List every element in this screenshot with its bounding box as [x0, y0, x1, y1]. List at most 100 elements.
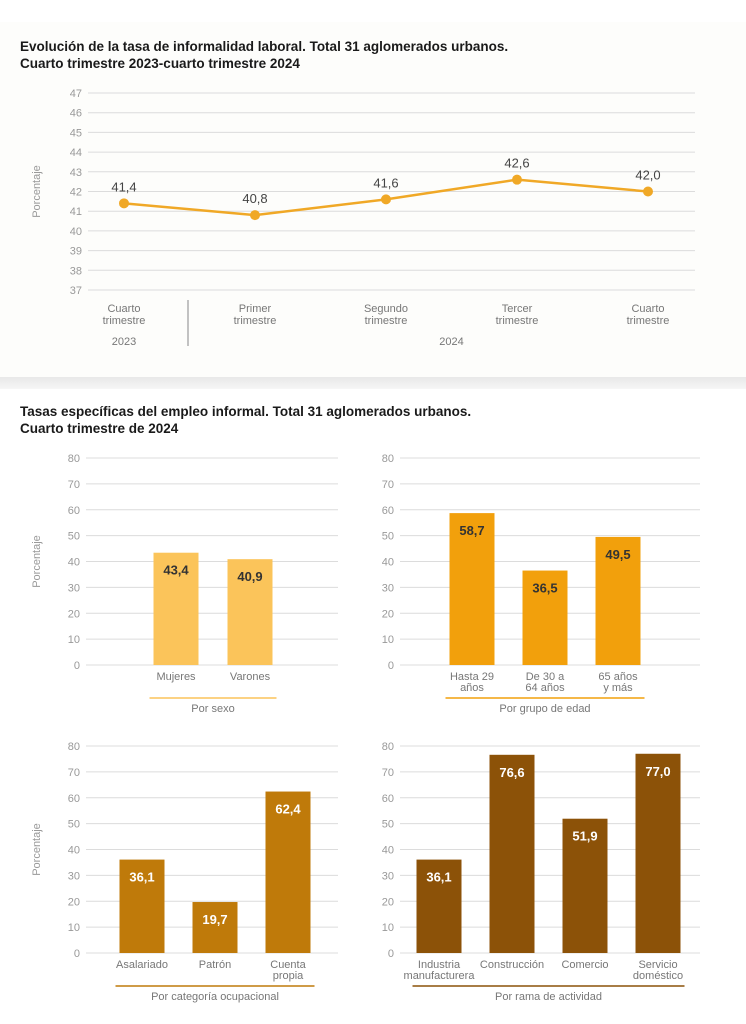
data-point	[512, 174, 522, 185]
bar	[153, 552, 199, 665]
bar-value-label: 36,1	[129, 870, 154, 885]
y-tick-label: 40	[382, 845, 394, 857]
y-tick-label: 10	[68, 922, 80, 934]
y-tick-label: 80	[68, 741, 80, 753]
x-tick-label: Cuenta	[270, 959, 306, 971]
x-tick-label: Construcción	[480, 959, 544, 971]
line-chart-subtitle: Cuarto trimestre 2023-cuarto trimestre 2…	[20, 56, 300, 71]
x-tick-label: propia	[273, 970, 304, 982]
y-tick-label: 50	[382, 531, 394, 543]
x-tick-label: trimestre	[365, 315, 408, 327]
y-axis-label: Porcentaje	[31, 535, 43, 588]
x-tick-label: trimestre	[496, 315, 539, 327]
y-tick-label: 20	[382, 896, 394, 908]
x-tick-label: De 30 a	[526, 671, 565, 683]
x-tick-label: y más	[603, 682, 633, 694]
data-label: 41,4	[111, 179, 136, 194]
y-tick-label: 44	[70, 147, 82, 159]
y-axis-label: Porcentaje	[31, 823, 43, 876]
y-tick-label: 43	[70, 167, 82, 179]
data-point	[381, 194, 391, 205]
y-tick-label: 20	[68, 896, 80, 908]
y-tick-label: 0	[388, 948, 394, 960]
data-label: 41,6	[373, 175, 398, 190]
line-chart-title: Evolución de la tasa de informalidad lab…	[20, 39, 509, 54]
bar-value-label: 36,1	[426, 870, 451, 885]
data-point	[643, 186, 653, 197]
y-tick-label: 37	[70, 285, 82, 297]
y-tick-label: 70	[382, 479, 394, 491]
data-point	[119, 198, 129, 209]
x-group-label: Por rama de actividad	[495, 991, 602, 1003]
y-tick-label: 10	[382, 634, 394, 646]
y-tick-label: 50	[382, 819, 394, 831]
bar	[489, 754, 535, 953]
x-tick-label: Asalariado	[116, 959, 168, 971]
y-tick-label: 10	[68, 634, 80, 646]
bar-value-label: 51,9	[572, 829, 597, 844]
x-tick-label: trimestre	[103, 315, 146, 327]
line-chart: 37 38 39 40 41 42 43 44 45 46 47 Porcentaje 41,4 40,8…	[31, 88, 695, 348]
x-tick-label: trimestre	[627, 315, 670, 327]
bar-section-title-block: Tasas específicas del empleo informal. T…	[20, 403, 471, 437]
bar	[595, 536, 641, 665]
y-tick-label: 70	[68, 479, 80, 491]
x-group-label: Por grupo de edad	[499, 703, 590, 715]
y-tick-label: 20	[68, 608, 80, 620]
y-tick-label: 30	[68, 870, 80, 882]
x-group-label: 2023	[112, 336, 136, 348]
bar	[416, 859, 462, 953]
data-label: 42,6	[504, 156, 529, 171]
bar	[449, 513, 495, 665]
bar-chart-rama: 0 10 20 30 40 50 60 70 80 36,1 Industriamanufactur…	[382, 741, 700, 1003]
y-tick-label: 80	[382, 741, 394, 753]
y-tick-label: 40	[382, 557, 394, 569]
data-label: 42,0	[635, 168, 660, 183]
y-tick-label: 80	[382, 453, 394, 465]
bar-section-subtitle: Cuarto trimestre de 2024	[20, 421, 179, 436]
bar-value-label: 58,7	[459, 523, 484, 538]
x-tick-label: Mujeres	[156, 671, 196, 683]
y-axis-label: Porcentaje	[31, 165, 43, 218]
y-tick-label: 30	[68, 582, 80, 594]
y-tick-label: 80	[68, 453, 80, 465]
bar-chart-categoria: 0 10 20 30 40 50 60 70 80 Porcentaje 36,1 Asalariad…	[31, 741, 338, 1003]
bar-value-label: 19,7	[202, 912, 227, 927]
x-group-label: Por sexo	[191, 703, 234, 715]
y-tick-label: 40	[68, 845, 80, 857]
x-tick-label: Segundo	[364, 303, 408, 315]
y-tick-label: 30	[382, 582, 394, 594]
data-label: 40,8	[242, 191, 267, 206]
y-tick-label: 46	[70, 108, 82, 120]
y-tick-label: 0	[74, 948, 80, 960]
x-tick-label: manufacturera	[404, 970, 476, 982]
data-point	[250, 210, 260, 221]
bar-value-label: 62,4	[275, 802, 301, 817]
x-tick-label: años	[460, 682, 484, 694]
section-divider	[0, 377, 746, 389]
y-tick-label: 40	[68, 557, 80, 569]
bar	[635, 753, 681, 953]
y-tick-label: 60	[382, 505, 394, 517]
x-tick-label: 65 años	[598, 671, 638, 683]
bar-value-label: 36,5	[532, 581, 557, 596]
x-tick-label: Servicio	[638, 959, 677, 971]
y-tick-label: 0	[74, 660, 80, 672]
bar	[265, 791, 311, 953]
bar-section-title: Tasas específicas del empleo informal. T…	[20, 404, 472, 419]
x-tick-label: Cuarto	[107, 303, 140, 315]
y-tick-label: 45	[70, 127, 82, 139]
y-tick-label: 20	[382, 608, 394, 620]
bar-chart-sexo: 0 10 20 30 40 50 60 70 80 Porcentaje 43,4 Mujeres 40…	[31, 453, 338, 715]
y-tick-label: 50	[68, 531, 80, 543]
y-tick-label: 60	[68, 793, 80, 805]
x-tick-label: Varones	[230, 671, 271, 683]
x-tick-label: Cuarto	[631, 303, 664, 315]
y-tick-label: 39	[70, 246, 82, 258]
y-tick-label: 30	[382, 870, 394, 882]
y-tick-label: 0	[388, 660, 394, 672]
x-tick-label: Hasta 29	[450, 671, 494, 683]
y-tick-label: 70	[68, 767, 80, 779]
x-tick-label: Comercio	[561, 959, 608, 971]
y-tick-label: 38	[70, 265, 82, 277]
